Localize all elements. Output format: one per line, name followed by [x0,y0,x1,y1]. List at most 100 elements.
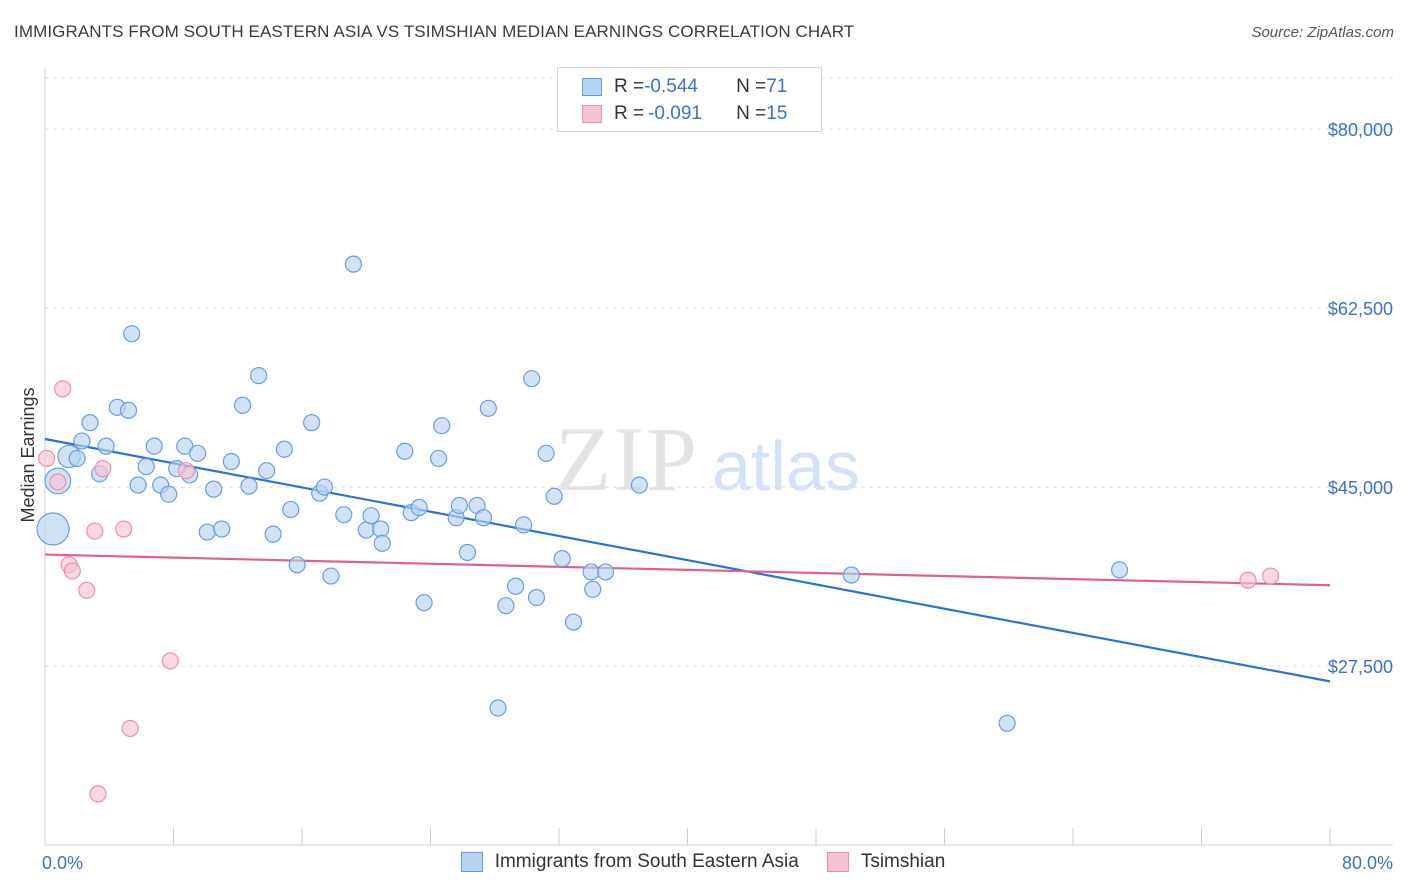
point-immigrants-se-asia [1110,561,1129,579]
legend-n-value: 71 [766,76,788,97]
point-immigrants-se-asia [479,399,497,417]
point-immigrants-se-asia [998,714,1016,732]
series-name-blue: Immigrants from South Eastern Asia [494,851,799,872]
point-immigrants-se-asia [188,444,207,462]
trend-line-immigrants-se-asia [44,437,1331,683]
data-points [36,255,1280,803]
point-immigrants-se-asia [507,577,525,595]
point-immigrants-se-asia [372,520,390,538]
x-tick-label-min: 0.0% [42,853,83,873]
legend-swatch-pink [582,105,602,123]
legend-r-value: -0.544 [644,76,698,97]
point-immigrants-se-asia [176,437,194,455]
point-immigrants-se-asia [429,449,448,468]
y-tick-label: $27,500 [1328,657,1393,677]
point-immigrants-se-asia [123,325,141,343]
point-immigrants-se-asia [596,563,615,581]
point-tsimshian [121,719,139,738]
point-immigrants-se-asia [258,462,276,480]
legend-n-value: 15 [766,103,788,124]
point-immigrants-se-asia [410,498,428,517]
point-tsimshian [115,520,133,538]
series-swatch-pink [826,852,849,872]
point-tsimshian [38,449,56,468]
watermark-atlas: atlas [712,427,860,505]
stats-legend: R = -0.544 N = 71 R = -0.091 N = 15 [557,67,822,132]
series-name-pink: Tsimshian [860,851,946,872]
point-immigrants-se-asia [335,506,353,524]
point-immigrants-se-asia [73,432,91,450]
point-immigrants-se-asia [81,414,99,432]
point-immigrants-se-asia [630,476,648,494]
point-immigrants-se-asia [415,594,433,612]
series-legend-item-pink[interactable]: Tsimshian [826,851,946,873]
point-immigrants-se-asia [233,396,252,414]
y-tick-label: $45,000 [1328,478,1393,498]
point-immigrants-se-asia [545,487,563,505]
point-immigrants-se-asia [458,543,477,562]
point-immigrants-se-asia [68,449,86,468]
point-immigrants-se-asia [450,496,469,515]
point-immigrants-se-asia [288,556,306,574]
point-tsimshian [1261,567,1280,585]
chart-title: IMMIGRANTS FROM SOUTH EASTERN ASIA VS TS… [14,22,855,41]
legend-row-blue: R = -0.544 N = 71 [582,75,787,99]
x-tick-label-max: 80.0% [1342,853,1393,873]
legend-r-label: R = [614,103,645,124]
point-immigrants-se-asia [198,523,216,541]
point-immigrants-se-asia [497,597,515,615]
point-tsimshian [86,522,104,540]
point-immigrants-se-asia [527,588,546,607]
point-immigrants-se-asia [275,440,293,458]
point-tsimshian [177,462,195,480]
legend-r-label: R = [614,76,645,97]
point-immigrants-se-asia [564,613,583,631]
point-immigrants-se-asia [303,414,321,432]
chart-source: Source: ZipAtlas.com [1251,24,1394,41]
point-tsimshian [54,380,72,398]
grid-lines [45,77,1393,667]
point-immigrants-se-asia [553,550,571,568]
point-tsimshian [49,473,67,491]
point-immigrants-se-asia [362,507,380,525]
point-tsimshian [1239,571,1257,589]
point-immigrants-se-asia [315,478,334,496]
point-tsimshian [78,581,96,599]
point-immigrants-se-asia [222,452,240,471]
point-immigrants-se-asia [282,500,300,519]
point-immigrants-se-asia [515,516,533,534]
legend-swatch-blue [582,78,602,96]
point-tsimshian [89,785,107,803]
point-immigrants-se-asia [474,509,493,527]
point-tsimshian [63,562,81,580]
point-immigrants-se-asia [240,477,258,495]
point-immigrants-se-asia [264,525,282,543]
y-tick-label: $80,000 [1328,120,1393,140]
legend-n-label: N = [736,76,767,97]
trend-lines [44,437,1331,683]
legend-r-value: -0.091 [648,103,702,124]
tick-labels: $27,500 $45,000 $62,500 $80,000 0.0% 80.0% [42,120,1393,873]
point-immigrants-se-asia [842,566,860,584]
series-legend-item-blue[interactable]: Immigrants from South Eastern Asia [460,851,799,873]
series-swatch-blue [460,852,483,872]
point-immigrants-se-asia [322,567,340,585]
point-immigrants-se-asia [357,521,375,539]
point-immigrants-se-asia [433,417,451,435]
point-immigrants-se-asia [160,485,178,503]
point-immigrants-se-asia [137,458,155,476]
point-immigrants-se-asia [396,442,414,460]
watermark: ZIP atlas [555,408,860,510]
point-immigrants-se-asia [119,401,138,419]
point-immigrants-se-asia [344,255,362,273]
legend-row-pink: R = -0.091 N = 15 [582,102,787,126]
point-immigrants-se-asia [523,370,541,388]
trend-line-tsimshian [44,553,1331,587]
y-axis-label: Median Earnings [18,387,38,522]
watermark-zip: ZIP [555,408,699,510]
series-legend: Immigrants from South Eastern Asia Tsims… [0,851,1406,873]
point-immigrants-se-asia [145,437,163,455]
point-immigrants-se-asia [582,563,600,581]
point-immigrants-se-asia [205,480,223,498]
